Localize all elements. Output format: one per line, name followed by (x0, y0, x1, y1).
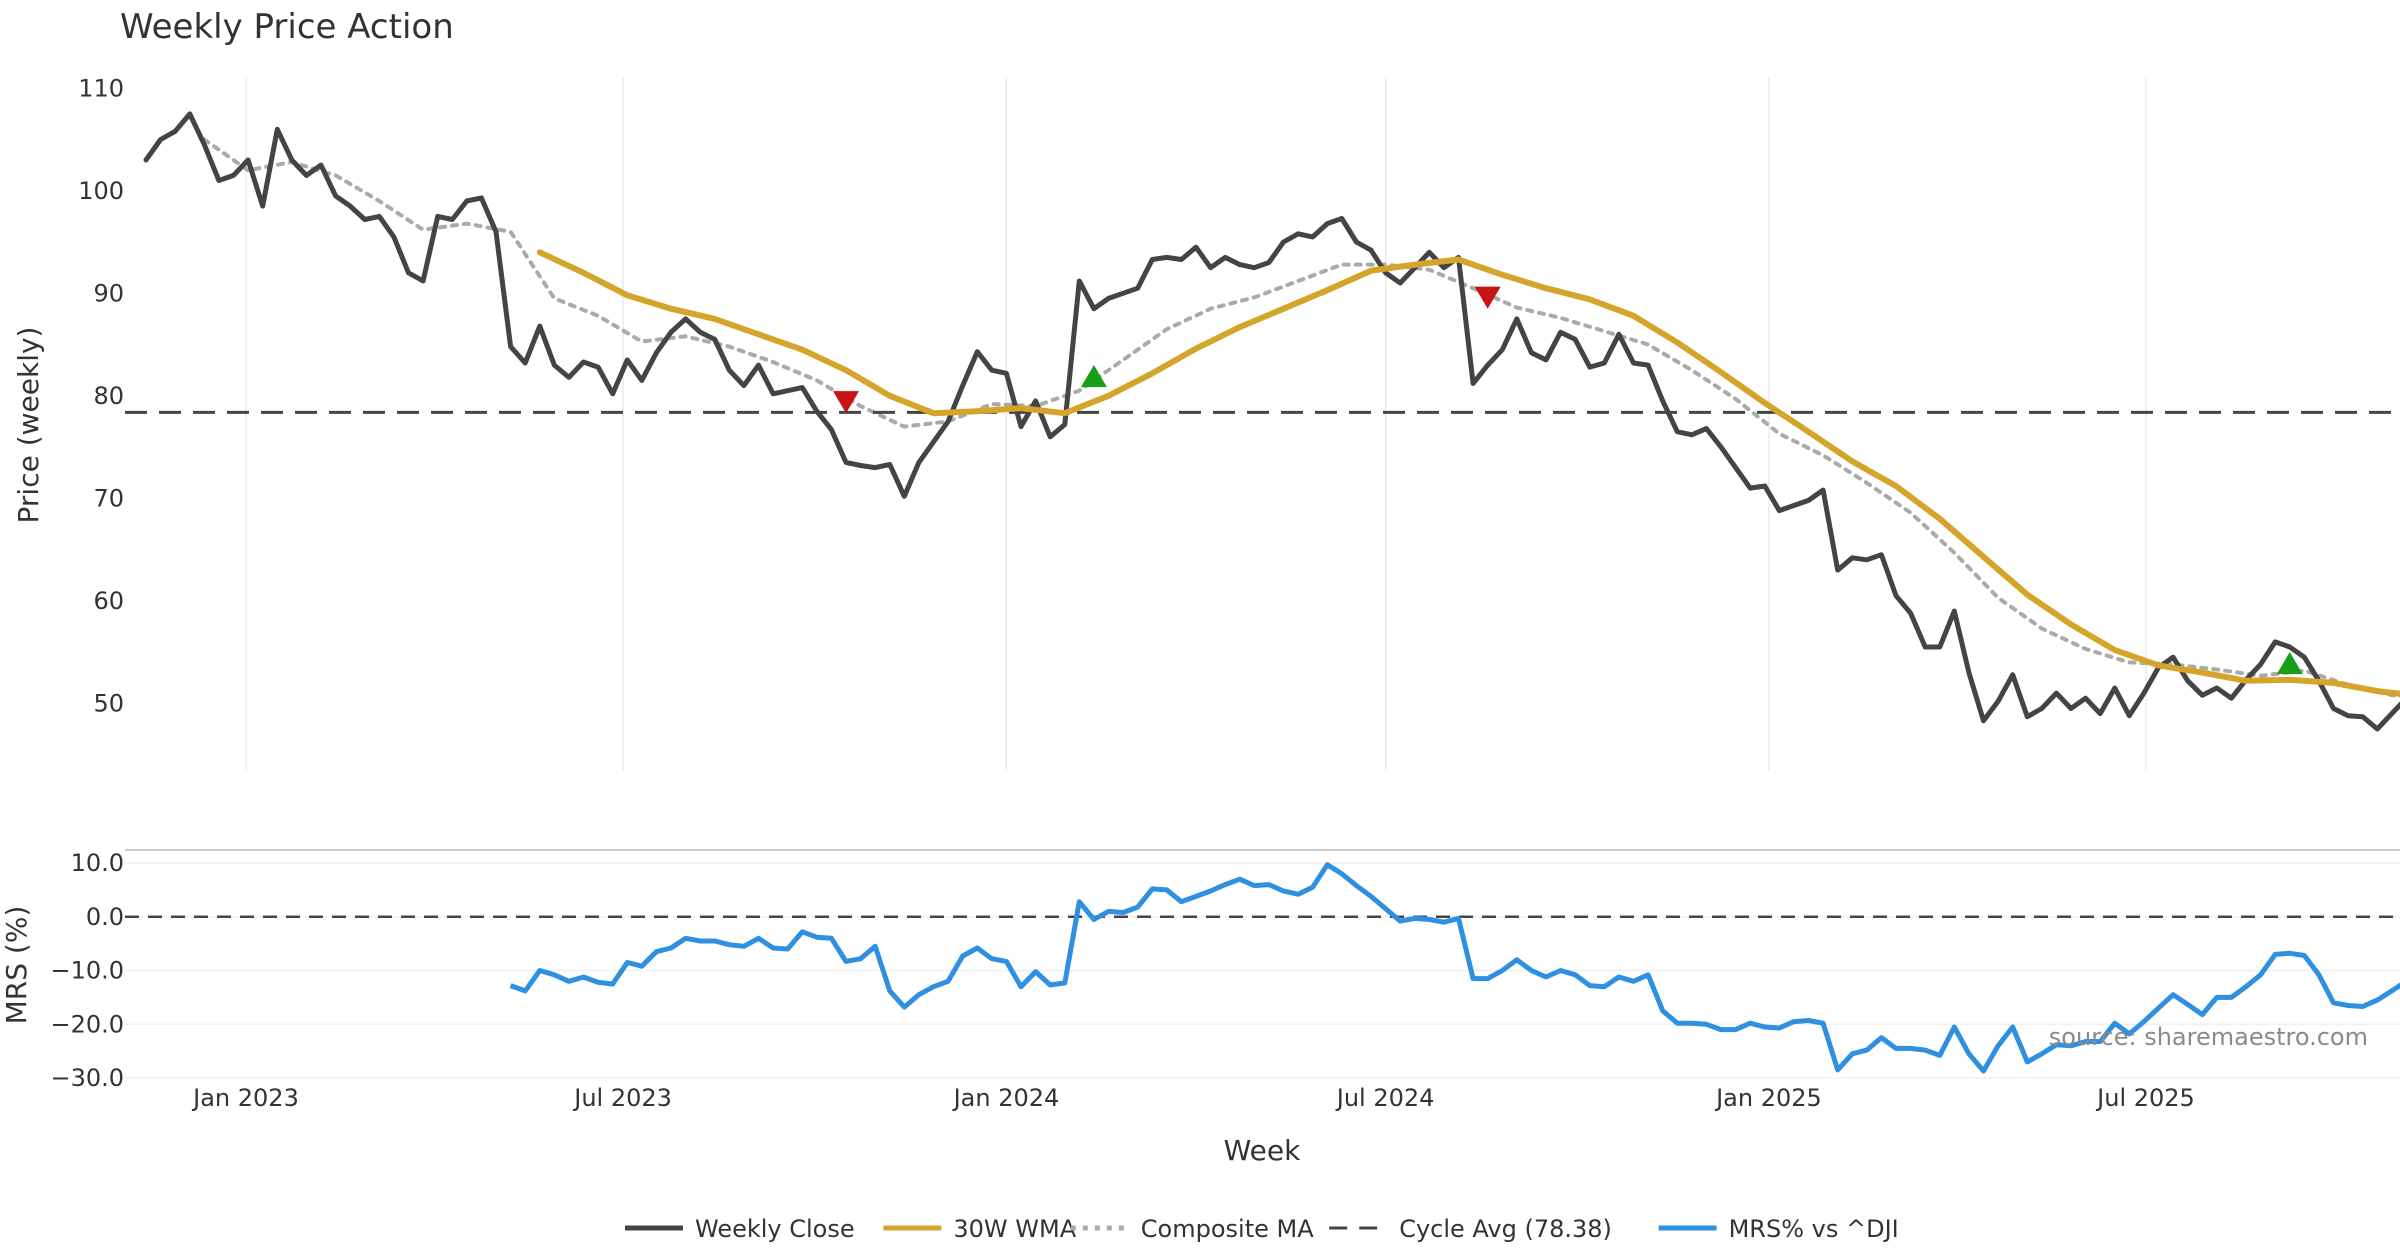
x-tick-label: Jul 2023 (572, 1084, 672, 1112)
price-y-tick-label: 70 (93, 484, 124, 512)
x-axis-label: Week (1224, 1134, 1301, 1167)
price-y-tick-label: 50 (93, 689, 124, 717)
legend: Weekly Close 30W WMA Composite MA Cycle Avg… (625, 1215, 1899, 1243)
mrs-y-tick-label: 10.0 (71, 849, 124, 877)
buy-signal-marker (2276, 652, 2303, 675)
price-y-ticks: 50 60 70 80 90 100 110 (78, 74, 124, 717)
price-y-tick-label: 90 (93, 279, 124, 307)
buy-signal-marker (1080, 365, 1107, 388)
sell-signal-marker (1474, 286, 1501, 309)
price-signals (833, 286, 2303, 675)
x-tick-label: Jul 2024 (1335, 1084, 1435, 1112)
price-y-tick-label: 100 (78, 177, 124, 205)
mrs-line (509, 862, 2400, 1074)
mrs-y-ticks: 10.0 0.0 −10.0 −20.0 −30.0 (50, 849, 124, 1092)
composite-ma-line (202, 137, 2400, 699)
x-tick-label: Jan 2023 (191, 1084, 299, 1112)
x-tick-label: Jul 2025 (2095, 1084, 2195, 1112)
legend-label: 30W WMA (953, 1215, 1076, 1243)
x-tick-label: Jan 2025 (1714, 1084, 1822, 1112)
x-tick-label: Jan 2024 (952, 1084, 1060, 1112)
mrs-panel: 10.0 0.0 −10.0 −20.0 −30.0 MRS (%) source: s… (0, 849, 2400, 1092)
wma-30w-line (536, 249, 2400, 697)
mrs-series (125, 862, 2400, 1074)
mrs-y-tick-label: 0.0 (86, 903, 124, 931)
price-y-axis-label: Price (weekly) (12, 327, 45, 524)
chart-title: Weekly Price Action (120, 7, 454, 47)
price-y-tick-label: 60 (93, 587, 124, 615)
source-note: source: sharemaestro.com (2049, 1023, 2368, 1051)
price-series (125, 111, 2400, 732)
price-panel: 50 60 70 80 90 100 110 Price (weekly) (12, 74, 2400, 770)
weekly-close-line (143, 111, 2400, 732)
legend-label: Cycle Avg (78.38) (1399, 1215, 1612, 1243)
price-y-tick-label: 110 (78, 74, 124, 102)
x-axis-ticks: Jan 2023 Jul 2023 Jan 2024 Jul 2024 Jan 2025… (191, 1084, 2195, 1112)
legend-label: Weekly Close (695, 1215, 855, 1243)
mrs-y-tick-label: −30.0 (50, 1064, 124, 1092)
legend-label: Composite MA (1141, 1215, 1314, 1243)
sell-signal-marker (833, 391, 859, 414)
legend-label: MRS% vs ^DJI (1729, 1215, 1899, 1243)
price-y-tick-label: 80 (93, 382, 124, 410)
mrs-y-tick-label: −10.0 (50, 957, 124, 985)
price-gridlines (245, 78, 2147, 770)
mrs-y-tick-label: −20.0 (50, 1010, 124, 1038)
mrs-y-axis-label: MRS (%) (0, 906, 33, 1025)
